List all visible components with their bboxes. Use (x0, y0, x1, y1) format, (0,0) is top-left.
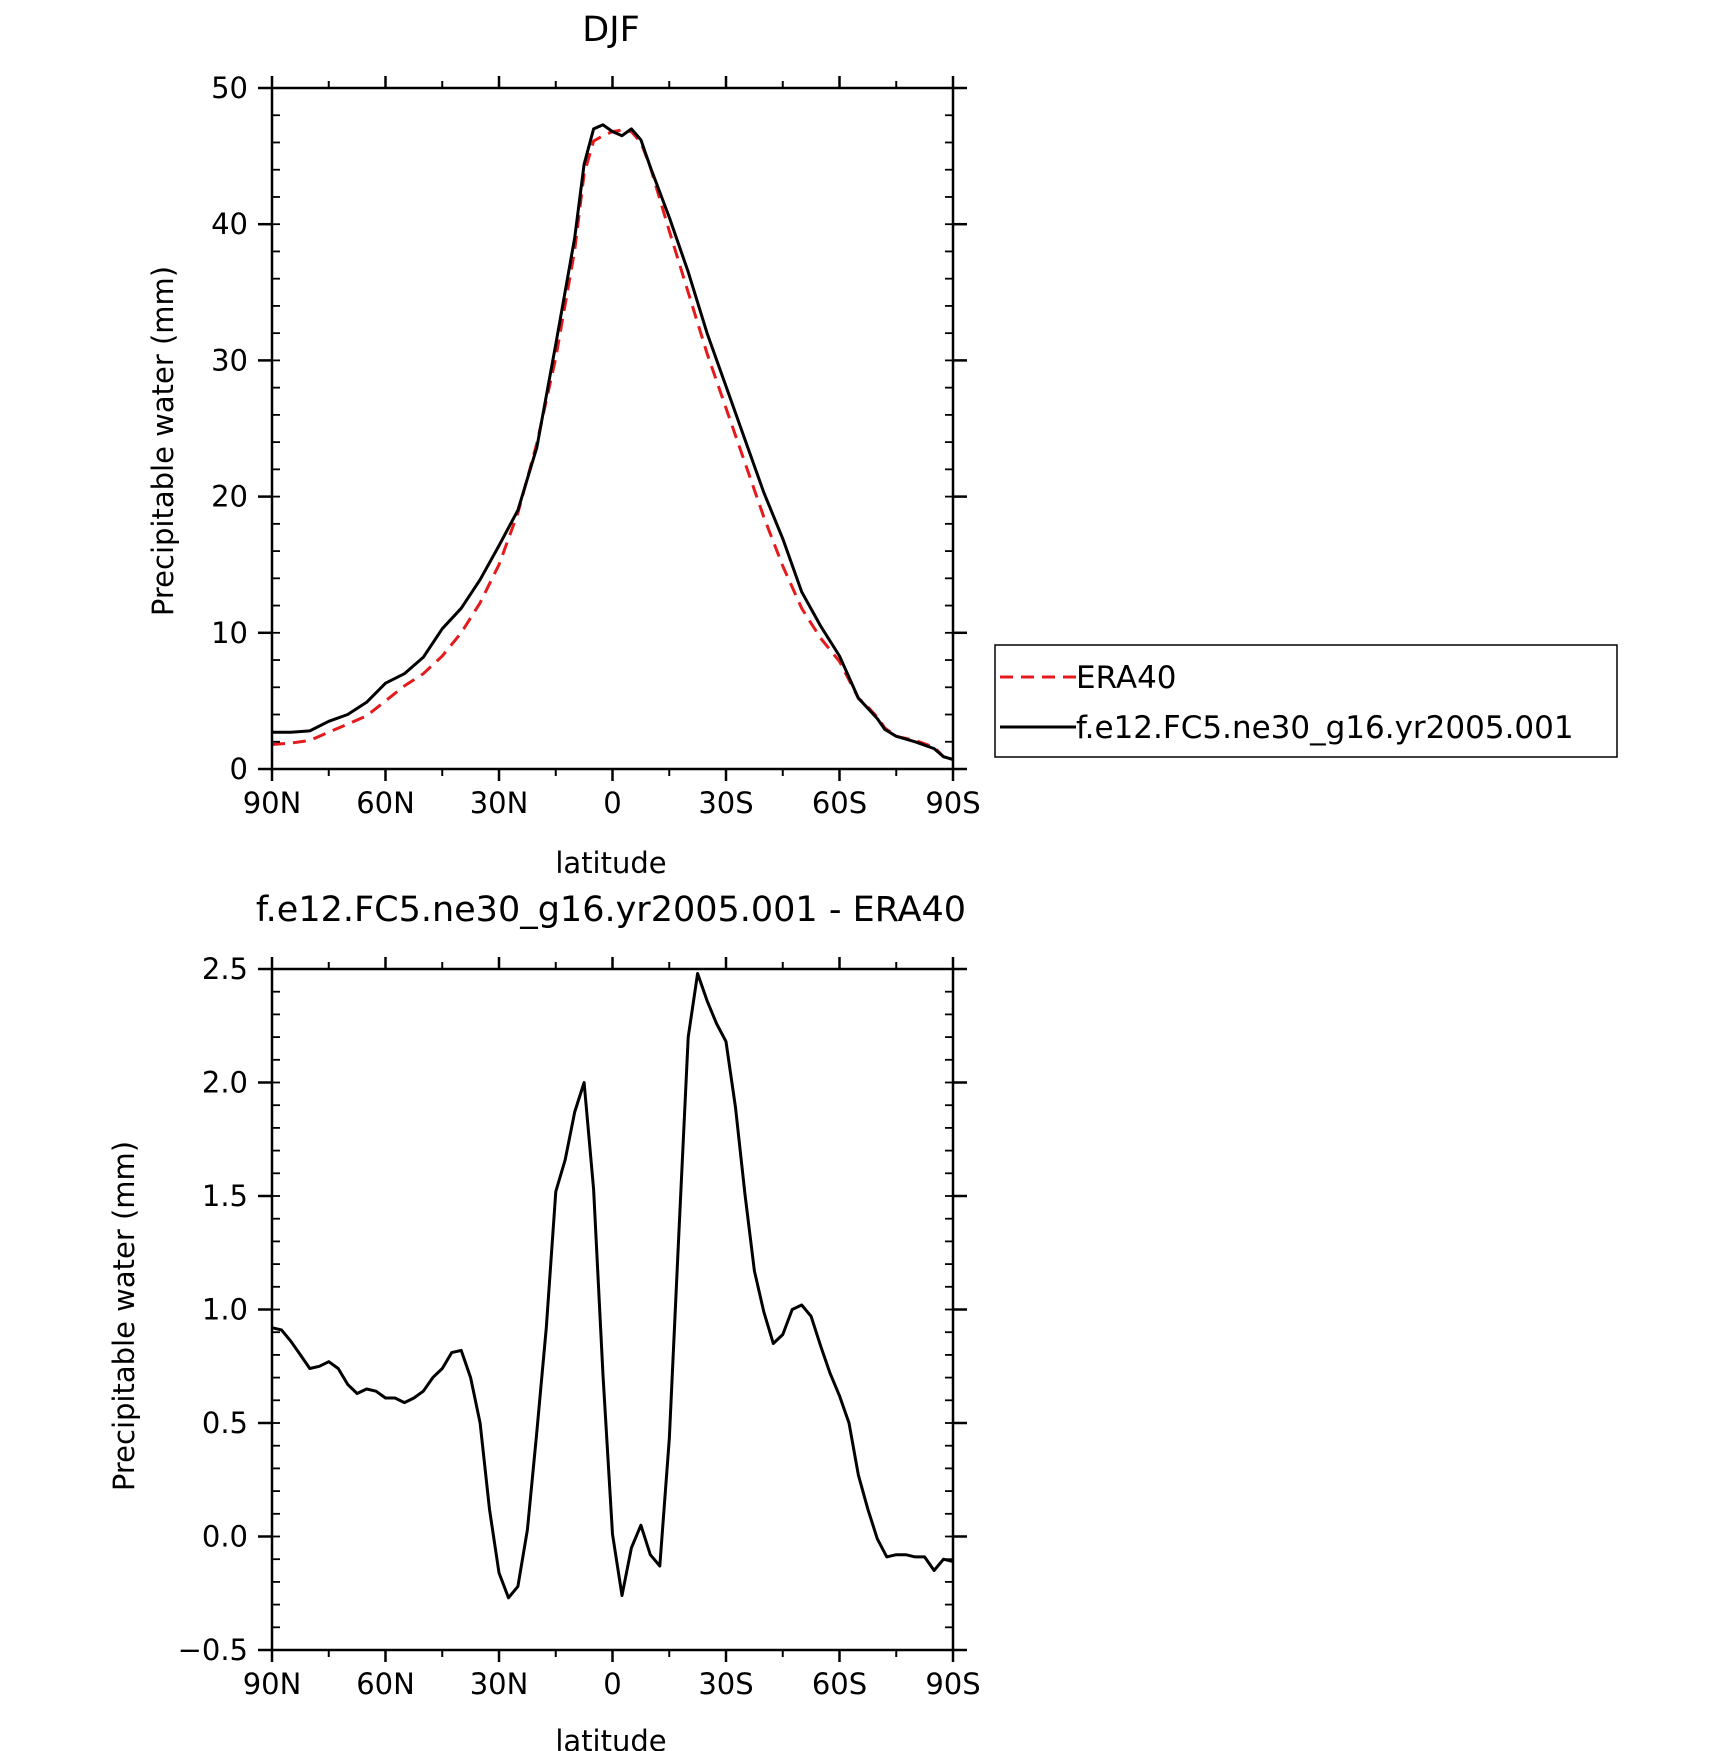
x-tick-label: 90S (925, 1667, 980, 1701)
series-line-difference (271, 972, 954, 1600)
x-tick-label: 60N (356, 1667, 415, 1701)
upper-panel: DJF latitude Precipitable water (mm) 90N… (146, 10, 981, 880)
y-tick-label: 50 (211, 71, 248, 105)
x-tick-label: 30N (470, 786, 529, 820)
legend-box (994, 644, 1618, 758)
x-tick-label: 0 (603, 1667, 621, 1701)
legend: ERA40 f.e12.FC5.ne30_g16.yr2005.001 (994, 644, 1618, 758)
legend-label-era40: ERA40 (1076, 660, 1177, 696)
y-tick-label: 0.0 (202, 1520, 248, 1554)
y-tick-label: 0 (230, 752, 248, 786)
y-axis-label: Precipitable water (mm) (146, 266, 180, 616)
y-tick-label: 30 (211, 343, 248, 377)
y-axis-label: Precipitable water (mm) (107, 1141, 141, 1491)
y-tick-label: 0.5 (202, 1406, 248, 1440)
y-tick-label: 2.0 (202, 1066, 248, 1100)
chart-title: f.e12.FC5.ne30_g16.yr2005.001 - ERA40 (256, 890, 966, 930)
x-tick-label: 0 (603, 786, 621, 820)
x-tick-label: 90N (243, 1667, 302, 1701)
chart-title: DJF (582, 10, 639, 50)
x-axis-label: latitude (555, 1724, 666, 1751)
legend-label-model: f.e12.FC5.ne30_g16.yr2005.001 (1076, 710, 1574, 746)
y-tick-label: 10 (211, 616, 248, 650)
y-tick-label: 2.5 (202, 952, 248, 986)
y-tick-label: 1.5 (202, 1179, 248, 1213)
x-tick-label: 60N (356, 786, 415, 820)
x-tick-label: 60S (812, 1667, 867, 1701)
lower-panel: f.e12.FC5.ne30_g16.yr2005.001 - ERA40 la… (107, 890, 981, 1751)
x-tick-label: 90S (925, 786, 980, 820)
plot-frame (270, 86, 955, 771)
x-tick-label: 60S (812, 786, 867, 820)
y-tick-label: −0.5 (178, 1633, 248, 1667)
x-axis-label: latitude (555, 846, 666, 880)
x-tick-label: 30S (698, 1667, 753, 1701)
x-tick-label: 90N (243, 786, 302, 820)
y-tick-label: 40 (211, 207, 248, 241)
y-tick-label: 1.0 (202, 1293, 248, 1327)
y-tick-label: 20 (211, 480, 248, 514)
plot-frame (270, 967, 955, 1652)
series-line-era40 (271, 128, 954, 761)
x-tick-label: 30N (470, 1667, 529, 1701)
x-tick-label: 30S (698, 786, 753, 820)
series-line-f-e12-fc5-ne30-g16-yr2005-001 (272, 123, 954, 761)
